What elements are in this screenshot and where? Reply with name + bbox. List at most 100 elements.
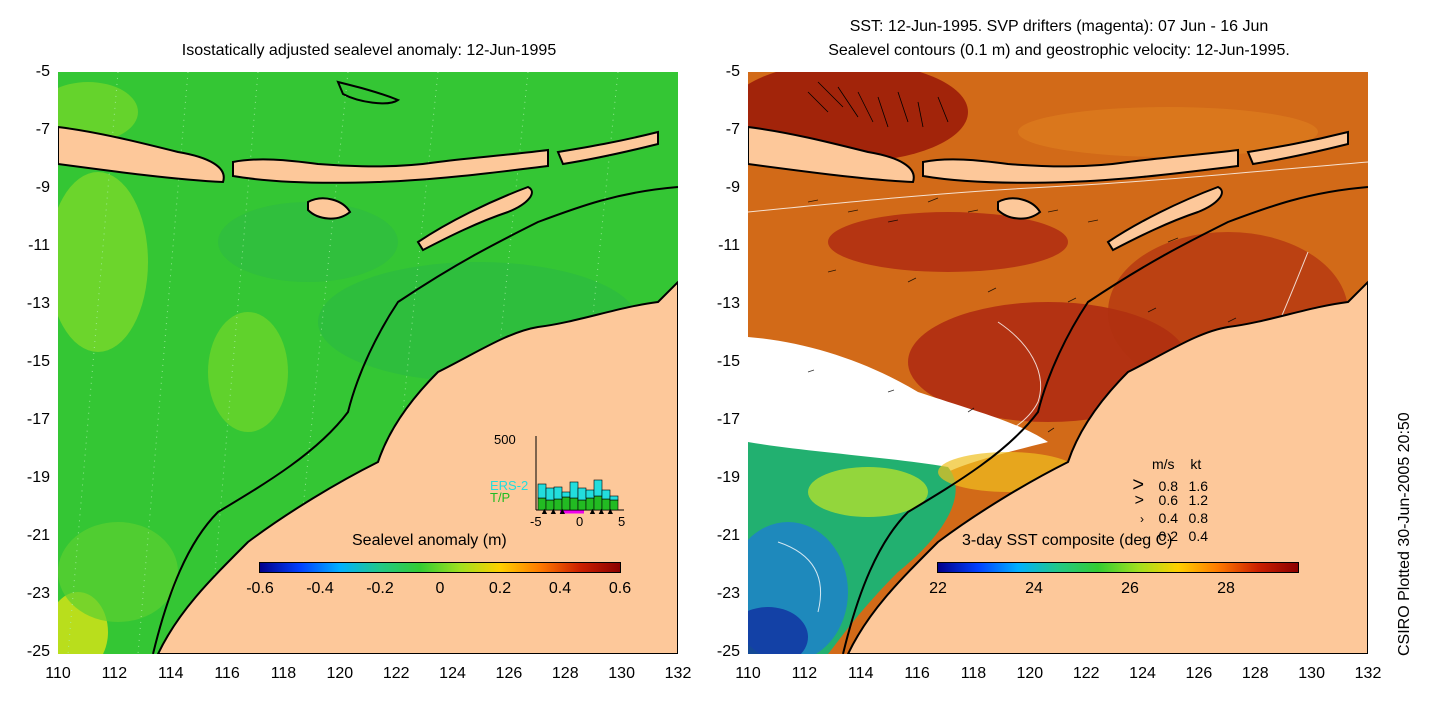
svg-text:▲▲▲: ▲▲▲: [588, 506, 615, 516]
velocity-arrow-icon: >: [1132, 474, 1144, 496]
inset-xtick: 5: [618, 514, 626, 529]
sealevel-colorbar-tick: 0: [435, 580, 445, 597]
sealevel-colorbar-label: Sealevel anomaly (m): [352, 532, 507, 549]
australia-land: [156, 280, 678, 654]
lon-tick-label: 132: [664, 665, 692, 682]
credit-text: CSIRO Plotted 30-Jun-2005 20:50: [1396, 412, 1413, 656]
inset-xtick: 0: [576, 514, 584, 529]
lon-tick-label: 128: [551, 665, 579, 682]
lon-tick-label: 124: [1129, 665, 1156, 682]
lat-tick-label: -25: [716, 643, 740, 660]
sst-colorbar-tick: 26: [1121, 580, 1139, 597]
velocity-legend-row: · 0.2 0.4: [1126, 528, 1246, 544]
lat-tick-label: -7: [725, 121, 740, 138]
lon-tick-label: 122: [382, 665, 410, 682]
right-panel-title-line2: Sealevel contours (0.1 m) and geostrophi…: [828, 42, 1290, 59]
sst-colorbar-gradient: [937, 562, 1299, 573]
lon-tick-label: 114: [847, 665, 874, 682]
left-panel-title: Isostatically adjusted sealevel anomaly:…: [181, 42, 557, 59]
svg-text:▲▲▲: ▲▲▲: [540, 506, 567, 516]
lat-tick-label: -9: [35, 179, 50, 196]
velocity-legend-ms: 0.4: [1158, 510, 1178, 526]
lon-tick-label: 110: [735, 665, 761, 682]
lat-tick-label: -5: [725, 63, 740, 80]
lon-tick-label: 126: [495, 665, 523, 682]
sst-colorbar-label: 3-day SST composite (deg C): [962, 532, 1173, 549]
lat-tick-label: -21: [716, 527, 740, 544]
lon-tick-label: 132: [1354, 665, 1382, 682]
velocity-arrow-icon: ·: [1140, 533, 1144, 544]
sst-colorbar-tick: 22: [929, 580, 947, 597]
lon-tick-label: 118: [270, 665, 297, 682]
lat-tick-label: -23: [26, 585, 50, 602]
velocity-legend-row: › 0.4 0.8: [1126, 510, 1246, 526]
inset-ymax-label: 500: [494, 432, 516, 447]
velocity-legend-kt: 0.4: [1188, 528, 1208, 544]
velocity-legend-row: >0.8 1.6: [1126, 474, 1246, 497]
lat-tick-label: -7: [35, 121, 50, 138]
velocity-legend-header-kt: kt: [1190, 456, 1202, 472]
lat-tick-label: -17: [716, 411, 740, 428]
lat-tick-label: -25: [26, 643, 50, 660]
lon-tick-label: 122: [1072, 665, 1100, 682]
right-panel-title-line1: SST: 12-Jun-1995. SVP drifters (magenta)…: [849, 18, 1269, 35]
sst-map: [748, 72, 1368, 654]
lon-tick-label: 124: [439, 665, 466, 682]
velocity-legend-ms: 0.8: [1158, 478, 1178, 494]
velocity-legend-ms: 0.6: [1158, 492, 1178, 508]
sealevel-colorbar-tick: -0.4: [306, 580, 334, 597]
lon-tick-label: 126: [1185, 665, 1213, 682]
lat-tick-label: -17: [26, 411, 50, 428]
lat-tick-label: -19: [26, 469, 50, 486]
velocity-legend-kt: 1.6: [1188, 478, 1208, 494]
inset-xtick: -5: [530, 514, 542, 529]
sst-colorbar-tick: 24: [1025, 580, 1043, 597]
lat-tick-label: -9: [725, 179, 740, 196]
sst-map-svg: [748, 72, 1368, 654]
sst-colorbar-tick: 28: [1217, 580, 1235, 597]
lon-tick-label: 116: [214, 665, 240, 682]
lat-tick-label: -15: [26, 353, 50, 370]
lat-tick-label: -23: [716, 585, 740, 602]
lat-tick-label: -13: [26, 295, 50, 312]
australia-land-sst: [846, 280, 1368, 654]
lat-tick-label: -5: [35, 63, 50, 80]
inset-series-ers2: ERS-2: [490, 478, 529, 493]
lon-tick-label: 130: [608, 665, 635, 682]
sealevel-colorbar-tick: -0.2: [366, 580, 394, 597]
lat-tick-label: -11: [718, 237, 740, 254]
sealevel-colorbar-gradient: [259, 562, 621, 573]
velocity-arrow-icon: ›: [1140, 512, 1144, 526]
lon-tick-label: 128: [1241, 665, 1269, 682]
lon-tick-label: 116: [904, 665, 930, 682]
lon-tick-label: 120: [326, 665, 354, 682]
sealevel-colorbar-tick: 0.4: [548, 580, 572, 597]
velocity-legend-kt: 1.2: [1188, 492, 1208, 508]
velocity-legend-header-ms: m/s: [1152, 456, 1175, 472]
lat-tick-label: -19: [716, 469, 740, 486]
lat-tick-label: -15: [716, 353, 740, 370]
inset-series-tp: T/P: [490, 490, 511, 505]
inset-bars-ers2: [537, 479, 619, 501]
lon-tick-label: 112: [101, 665, 128, 682]
sealevel-colorbar-tick: 0.6: [608, 580, 632, 597]
velocity-legend-ms: 0.2: [1158, 528, 1178, 544]
lat-tick-label: -13: [716, 295, 740, 312]
lon-tick-label: 120: [1016, 665, 1044, 682]
lon-tick-label: 130: [1298, 665, 1325, 682]
velocity-legend-kt: 0.8: [1188, 510, 1208, 526]
lon-tick-label: 112: [791, 665, 818, 682]
lat-tick-label: -21: [26, 527, 50, 544]
lon-tick-label: 114: [157, 665, 184, 682]
lon-tick-label: 118: [960, 665, 987, 682]
lon-tick-label: 110: [45, 665, 71, 682]
sealevel-map: [58, 72, 678, 654]
lat-tick-label: -11: [28, 237, 50, 254]
altimeter-histogram-inset: 500 ERS-2 T/P ▲▲▲ ▲▲▲: [488, 432, 638, 532]
sealevel-colorbar-tick: -0.6: [246, 580, 274, 597]
velocity-arrow-icon: >: [1134, 492, 1144, 509]
inset-histogram-svg: ▲▲▲ ▲▲▲: [535, 436, 624, 516]
sealevel-map-svg: [58, 72, 678, 654]
velocity-legend-row: >0.6 1.2: [1126, 492, 1246, 510]
sealevel-colorbar-tick: 0.2: [488, 580, 512, 597]
